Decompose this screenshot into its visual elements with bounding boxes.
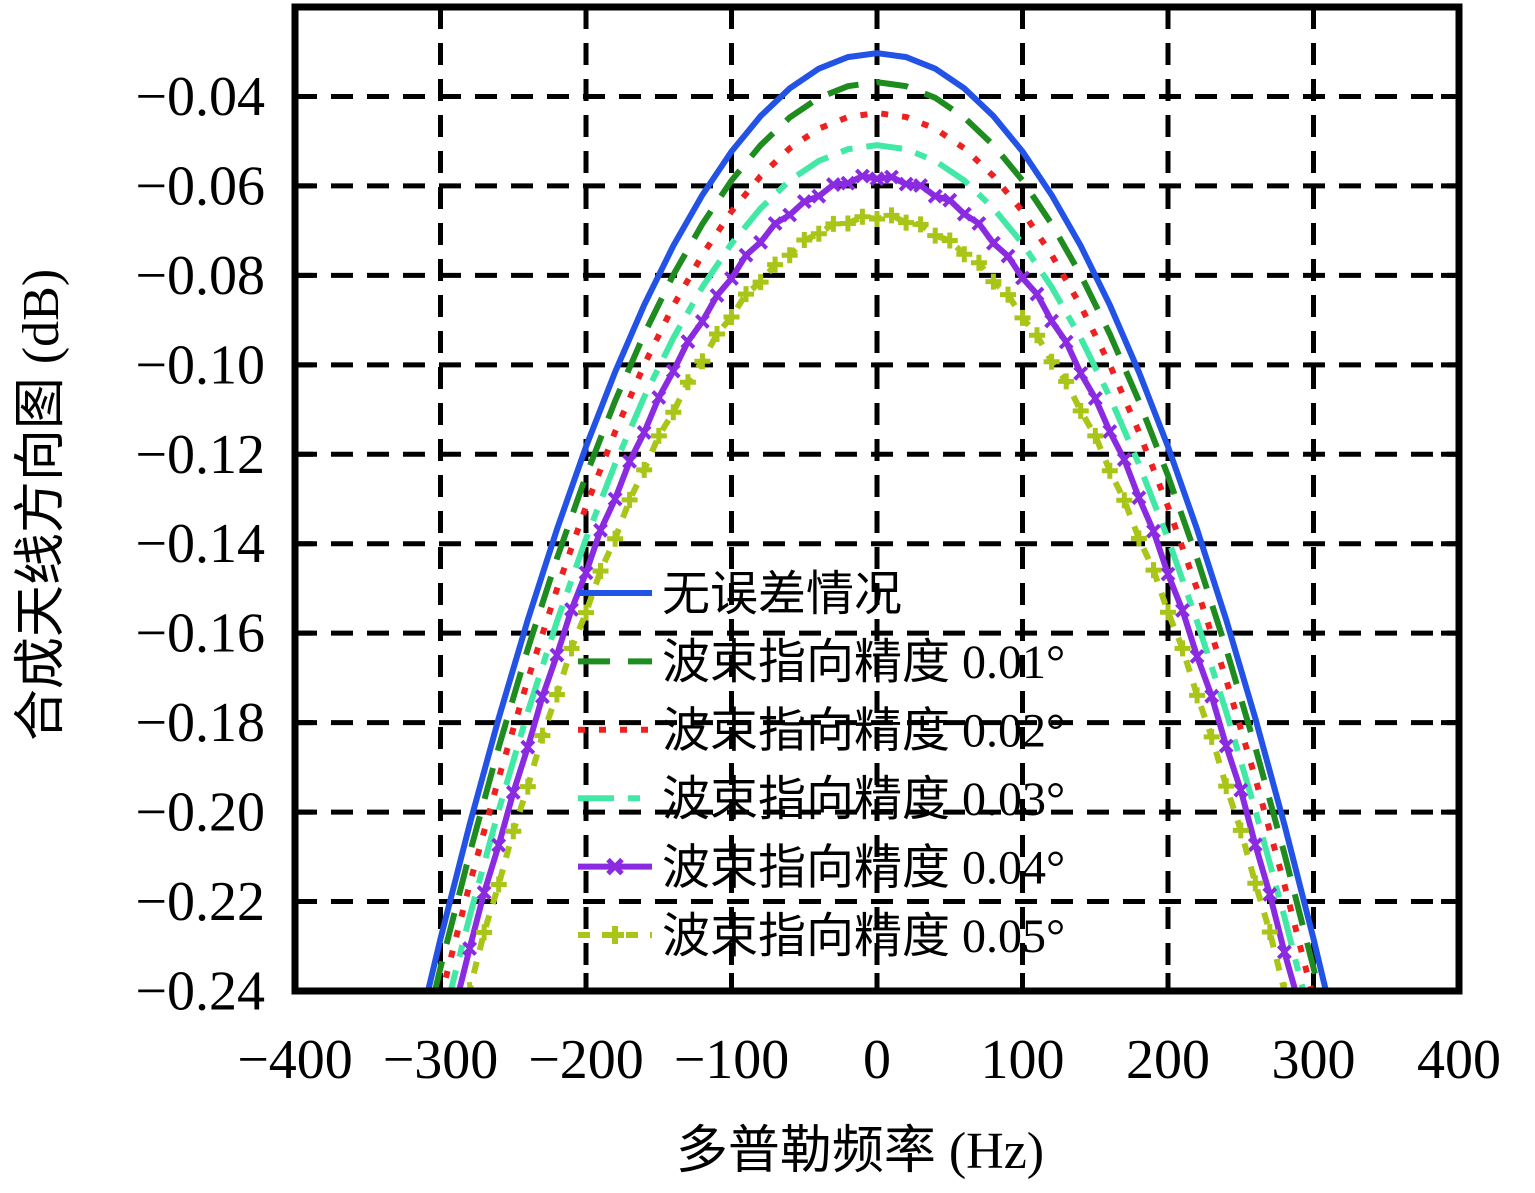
x-tick-label: −300 xyxy=(383,1029,499,1091)
x-tick-label: −400 xyxy=(237,1029,353,1091)
x-tick-label: 400 xyxy=(1417,1029,1501,1091)
x-tick-label: 300 xyxy=(1272,1029,1356,1091)
x-tick-label: −200 xyxy=(528,1029,644,1091)
legend-label: 波束指向精度 0.03° xyxy=(662,773,1065,826)
series-curves xyxy=(424,50,1330,991)
y-tick-label: −0.06 xyxy=(135,155,265,217)
gridlines xyxy=(295,7,1459,991)
legend-entry-0: 无误差情况 xyxy=(578,568,902,621)
series-markers-5 xyxy=(461,207,1293,991)
y-tick-label: −0.20 xyxy=(135,782,265,844)
legend-marker-sample xyxy=(606,926,624,944)
y-tick-label: −0.24 xyxy=(135,960,265,1022)
x-tick-label: −100 xyxy=(674,1029,790,1091)
legend-label: 波束指向精度 0.04° xyxy=(662,841,1065,894)
plot-border xyxy=(291,3,1463,995)
legend-entry-4: 波束指向精度 0.04° xyxy=(578,841,1065,894)
series-markers-4 xyxy=(462,168,1292,960)
y-tick-label: −0.22 xyxy=(135,871,265,933)
legend-entry-3: 波束指向精度 0.03° xyxy=(578,773,1065,826)
legend-label: 波束指向精度 0.02° xyxy=(662,705,1065,758)
legend-entry-1: 波束指向精度 0.01° xyxy=(578,636,1065,689)
legend-entry-2: 波束指向精度 0.02° xyxy=(578,705,1065,758)
x-axis-title: 多普勒频率 (Hz) xyxy=(676,1123,1044,1180)
x-tick-label: 100 xyxy=(981,1029,1065,1091)
series-line-1 xyxy=(431,79,1323,991)
y-tick-label: −0.04 xyxy=(135,66,265,128)
x-tick-label: 200 xyxy=(1126,1029,1210,1091)
series-line-0 xyxy=(424,50,1330,991)
y-tick-label: −0.12 xyxy=(135,424,265,486)
series-line-3 xyxy=(447,142,1307,991)
legend-label: 波束指向精度 0.05° xyxy=(662,910,1065,963)
y-axis-title: 合成天线方向图 (dB) xyxy=(13,269,70,741)
legend-label: 无误差情况 xyxy=(662,568,902,621)
legend-entry-5: 波束指向精度 0.05° xyxy=(578,910,1065,963)
y-tick-label: −0.14 xyxy=(135,513,265,575)
y-tick-label: −0.16 xyxy=(135,603,265,665)
legend-label: 波束指向精度 0.01° xyxy=(662,636,1065,689)
legend-marker-sample xyxy=(606,857,624,876)
x-tick-label: 0 xyxy=(863,1029,891,1091)
y-tick-label: −0.08 xyxy=(135,245,265,307)
y-tick-label: −0.10 xyxy=(135,334,265,396)
y-tick-label: −0.18 xyxy=(135,692,265,754)
tick-labels: −400 −300 −200 −100 0 100 200 300 400 −0.04 −0.06 −… xyxy=(135,66,1501,1091)
